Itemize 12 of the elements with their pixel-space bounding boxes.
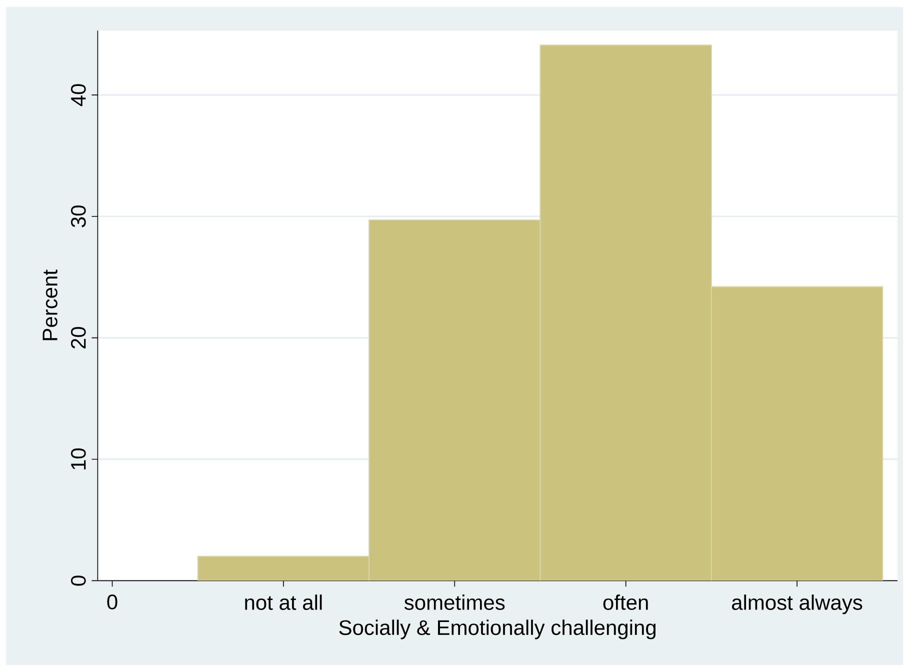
y-axis-title: Percent — [42, 270, 58, 340]
x-tick-label: often — [603, 594, 648, 610]
y-tick-label: 30 — [70, 206, 86, 228]
y-tick-label: 10 — [70, 448, 86, 470]
x-axis-title: Socially & Emotionally challenging — [339, 620, 656, 640]
y-tick-label: 20 — [70, 326, 86, 348]
y-tick-label: 40 — [70, 84, 86, 106]
y-tick-label: 0 — [70, 576, 86, 586]
x-tick-label: almost always — [732, 594, 862, 614]
x-tick-label: 0 — [107, 594, 118, 610]
x-tick-label: sometimes — [404, 594, 505, 610]
x-tick-label: not at all — [245, 594, 322, 610]
